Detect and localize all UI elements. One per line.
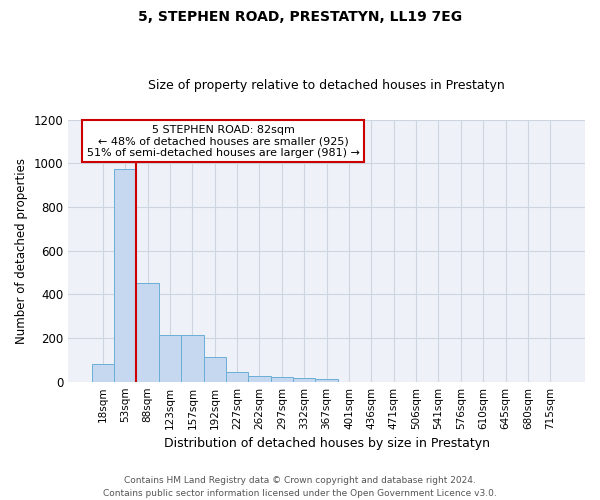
Bar <box>293 378 316 382</box>
Bar <box>136 284 159 382</box>
Bar <box>316 380 338 382</box>
Bar <box>181 334 203 382</box>
Text: 5 STEPHEN ROAD: 82sqm
← 48% of detached houses are smaller (925)
51% of semi-det: 5 STEPHEN ROAD: 82sqm ← 48% of detached … <box>87 125 359 158</box>
Text: 5, STEPHEN ROAD, PRESTATYN, LL19 7EG: 5, STEPHEN ROAD, PRESTATYN, LL19 7EG <box>138 10 462 24</box>
Bar <box>114 168 136 382</box>
X-axis label: Distribution of detached houses by size in Prestatyn: Distribution of detached houses by size … <box>164 437 490 450</box>
Bar <box>248 376 271 382</box>
Bar <box>271 377 293 382</box>
Bar <box>92 364 114 382</box>
Y-axis label: Number of detached properties: Number of detached properties <box>15 158 28 344</box>
Bar <box>203 356 226 382</box>
Title: Size of property relative to detached houses in Prestatyn: Size of property relative to detached ho… <box>148 79 505 92</box>
Bar <box>226 372 248 382</box>
Bar <box>159 334 181 382</box>
Text: Contains HM Land Registry data © Crown copyright and database right 2024.
Contai: Contains HM Land Registry data © Crown c… <box>103 476 497 498</box>
